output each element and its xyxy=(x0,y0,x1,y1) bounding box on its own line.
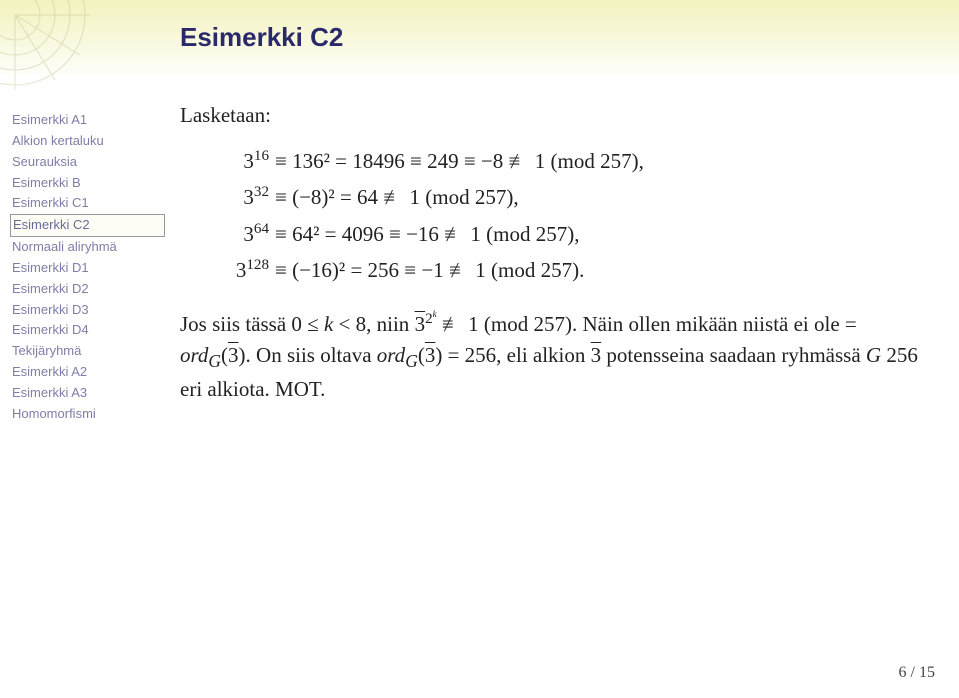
sidebar-item-2[interactable]: Seurauksia xyxy=(10,152,165,173)
equation-rhs-2: ≡ 64² = 4096 ≡ −16 ≢ 1 (mod 257), xyxy=(275,219,580,251)
para-p7: ) = 256, eli alkion xyxy=(435,343,590,367)
para-three-4: 3 xyxy=(591,343,602,367)
para-G3: G xyxy=(866,343,881,367)
sidebar-item-10[interactable]: Esimerkki D4 xyxy=(10,320,165,341)
sidebar-item-11[interactable]: Tekijäryhmä xyxy=(10,341,165,362)
equation-lhs-3: 3128 xyxy=(180,255,275,287)
equation-rhs-1: ≡ (−8)² = 64 ≢ 1 (mod 257), xyxy=(275,182,519,214)
para-p8: potensseina saadaan ryhmässä xyxy=(601,343,866,367)
para-p3: ≢ 1 (mod 257). Näin ollen mikään niistä … xyxy=(437,312,857,336)
para-p5: ). On siis oltava xyxy=(239,343,377,367)
equation-row-3: 3128≡ (−16)² = 256 ≡ −1 ≢ 1 (mod 257). xyxy=(180,255,920,287)
sidebar-item-7[interactable]: Esimerkki D1 xyxy=(10,258,165,279)
sidebar-item-8[interactable]: Esimerkki D2 xyxy=(10,279,165,300)
sidebar-item-5[interactable]: Esimerkki C2 xyxy=(10,214,165,237)
sidebar-item-0[interactable]: Esimerkki A1 xyxy=(10,110,165,131)
para-sup-2k: 2k xyxy=(425,311,437,327)
equation-lhs-2: 364 xyxy=(180,219,275,251)
equation-row-1: 332≡ (−8)² = 64 ≢ 1 (mod 257), xyxy=(180,182,920,214)
header-band xyxy=(0,0,959,75)
para-k: k xyxy=(324,312,333,336)
sidebar-item-9[interactable]: Esimerkki D3 xyxy=(10,300,165,321)
body-paragraph: Jos siis tässä 0 ≤ k < 8, niin 32k ≢ 1 (… xyxy=(180,309,920,406)
sidebar-item-6[interactable]: Normaali aliryhmä xyxy=(10,237,165,258)
para-three-2: 3 xyxy=(228,343,239,367)
page-number: 6 / 15 xyxy=(899,664,935,682)
sidebar-item-14[interactable]: Homomorfismi xyxy=(10,404,165,425)
para-p6: ( xyxy=(418,343,425,367)
para-three-1: 3 xyxy=(415,312,426,336)
para-p1: Jos siis tässä 0 ≤ xyxy=(180,312,324,336)
para-ord1: ord xyxy=(180,343,208,367)
main-content: Lasketaan: 316≡ 136² = 18496 ≡ 249 ≡ −8 … xyxy=(180,100,920,406)
equation-lhs-0: 316 xyxy=(180,146,275,178)
equation-rhs-3: ≡ (−16)² = 256 ≡ −1 ≢ 1 (mod 257). xyxy=(275,255,584,287)
para-G2: G xyxy=(405,351,418,371)
sidebar-item-12[interactable]: Esimerkki A2 xyxy=(10,362,165,383)
equation-rhs-0: ≡ 136² = 18496 ≡ 249 ≡ −8 ≢ 1 (mod 257), xyxy=(275,146,644,178)
para-p2: < 8, niin xyxy=(333,312,414,336)
para-G1: G xyxy=(208,351,221,371)
para-three-3: 3 xyxy=(425,343,436,367)
lead-text: Lasketaan: xyxy=(180,100,920,132)
para-ord2: ord xyxy=(377,343,405,367)
page-title: Esimerkki C2 xyxy=(180,22,343,53)
sidebar-item-3[interactable]: Esimerkki B xyxy=(10,173,165,194)
sidebar-item-4[interactable]: Esimerkki C1 xyxy=(10,193,165,214)
equation-row-2: 364≡ 64² = 4096 ≡ −16 ≢ 1 (mod 257), xyxy=(180,219,920,251)
sidebar-nav: Esimerkki A1Alkion kertalukuSeurauksiaEs… xyxy=(10,110,165,425)
sidebar-item-1[interactable]: Alkion kertaluku xyxy=(10,131,165,152)
para-p4: ( xyxy=(221,343,228,367)
equation-lhs-1: 332 xyxy=(180,182,275,214)
equation-row-0: 316≡ 136² = 18496 ≡ 249 ≡ −8 ≢ 1 (mod 25… xyxy=(180,146,920,178)
sidebar-item-13[interactable]: Esimerkki A3 xyxy=(10,383,165,404)
equation-block: 316≡ 136² = 18496 ≡ 249 ≡ −8 ≢ 1 (mod 25… xyxy=(180,146,920,287)
